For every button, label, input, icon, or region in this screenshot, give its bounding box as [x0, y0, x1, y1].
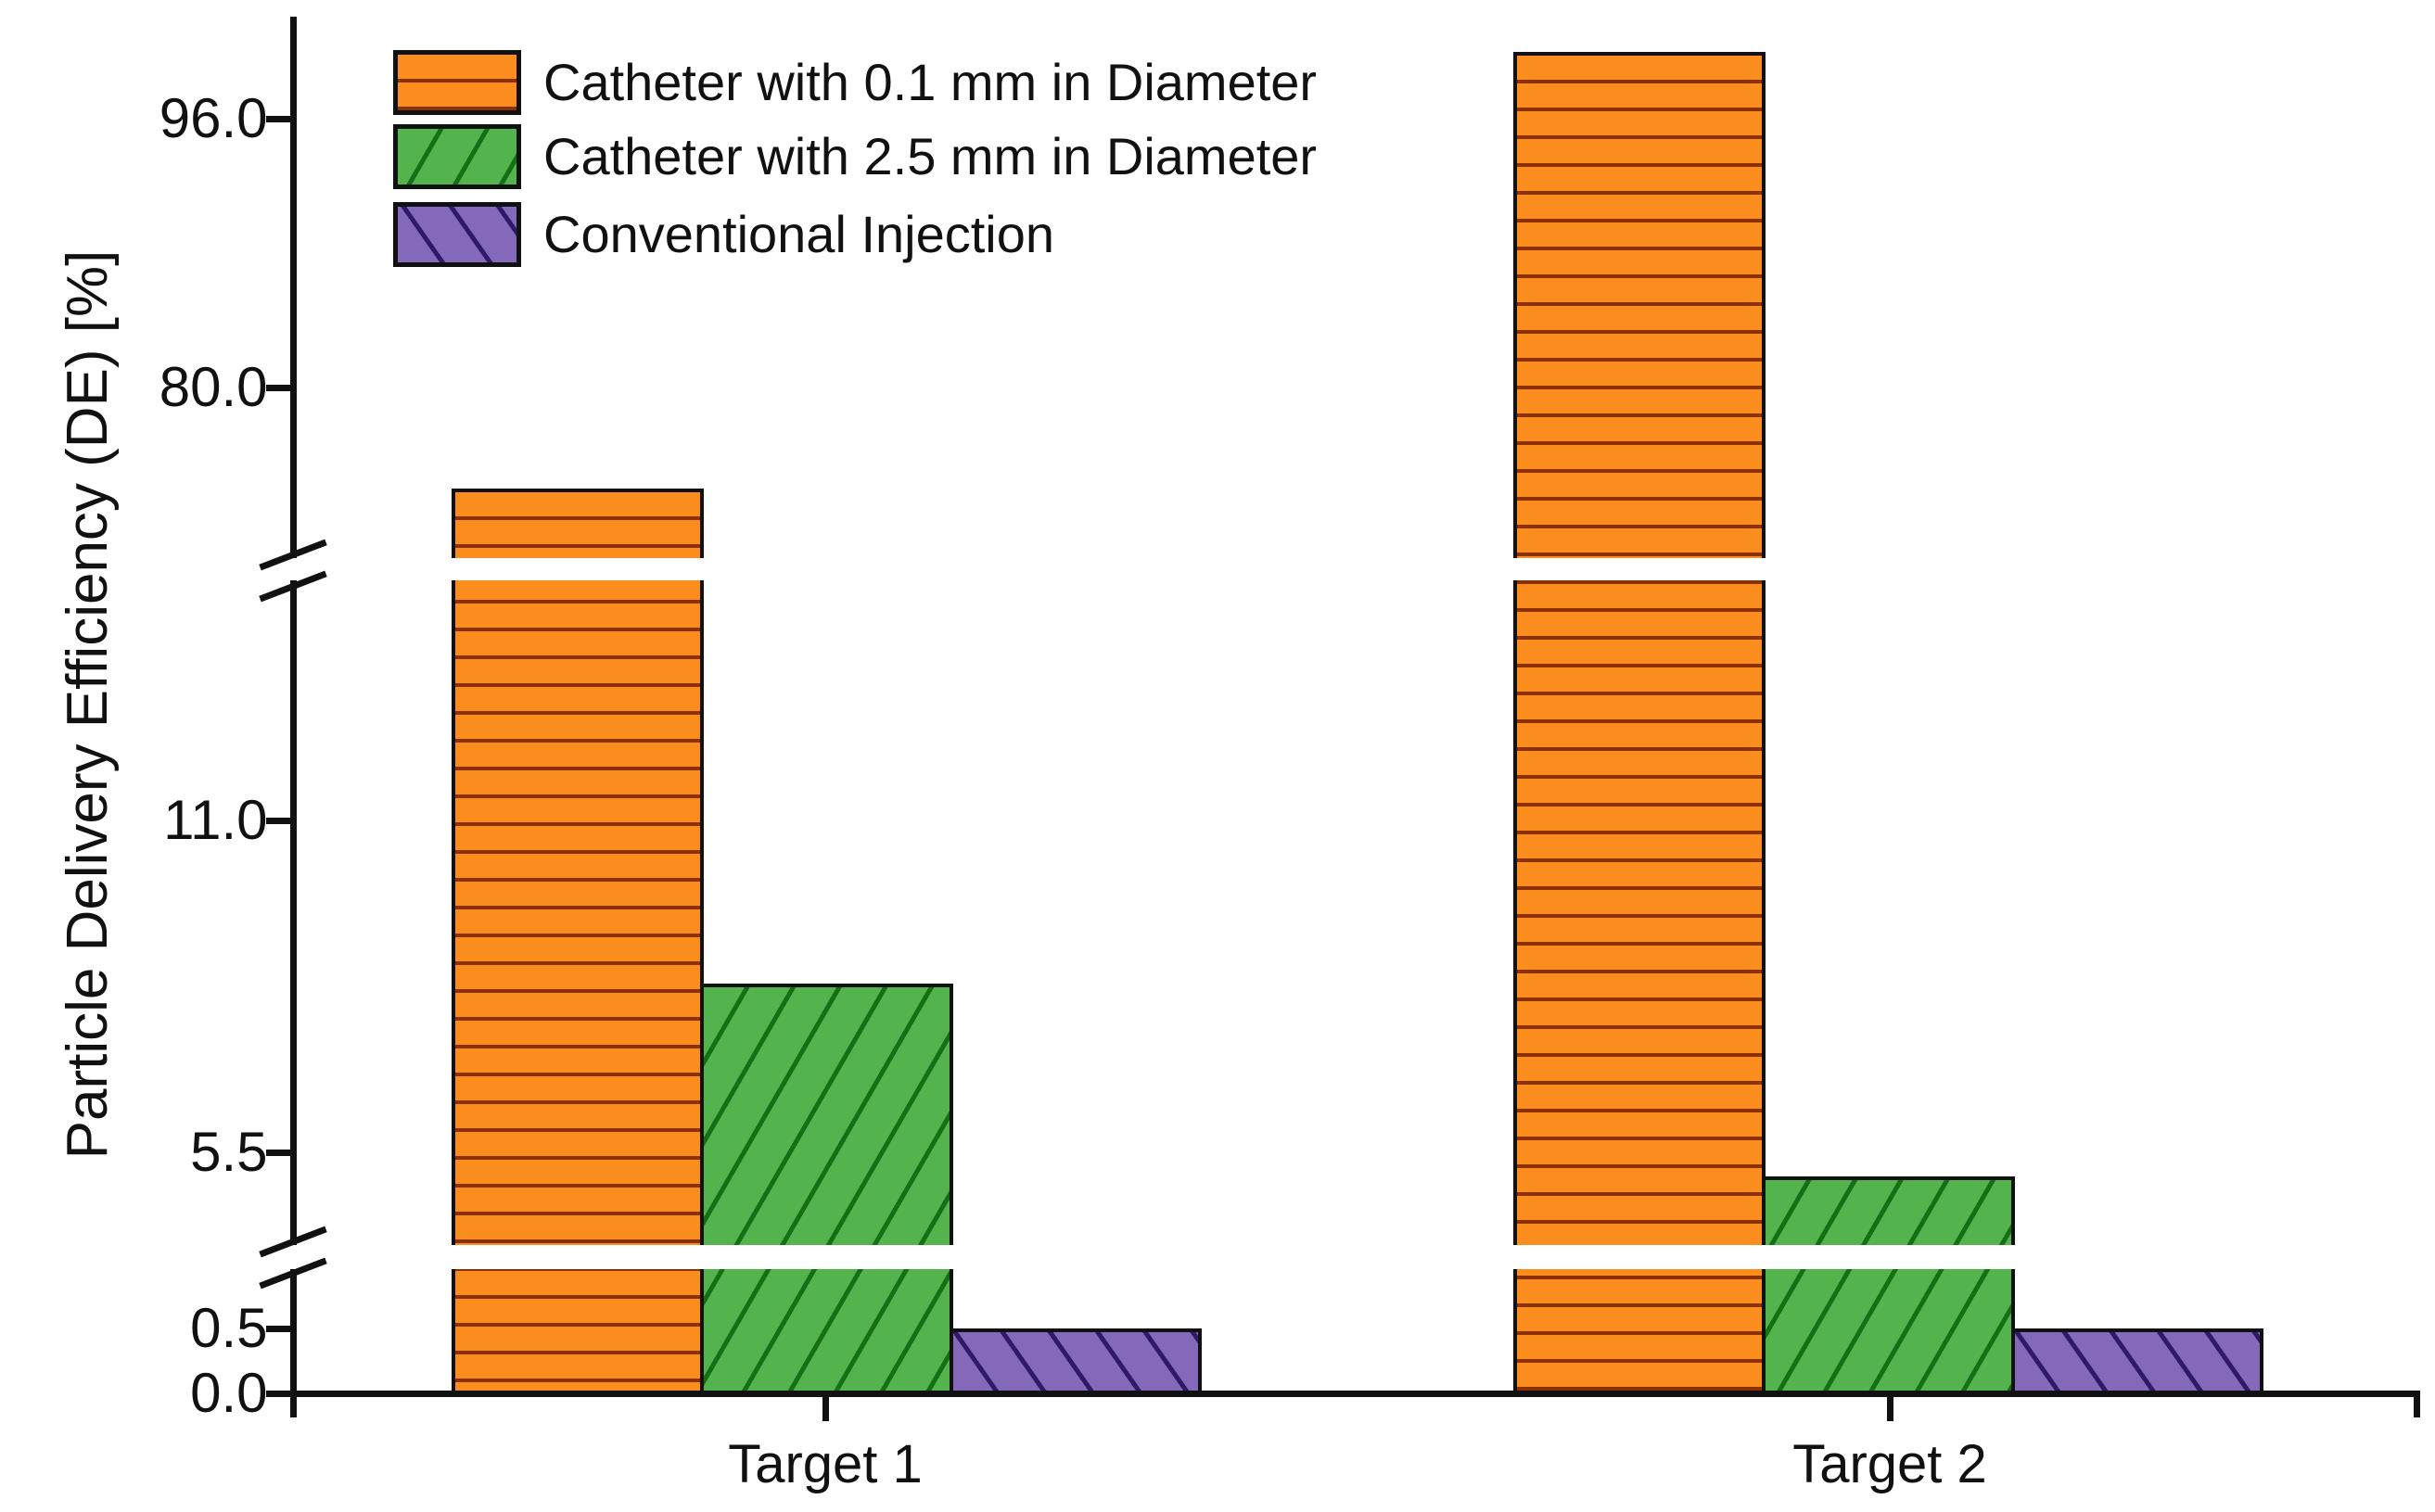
- x-category-label-1: Target 1: [728, 1434, 923, 1494]
- legend-label-3: Conventional Injection: [543, 205, 1055, 263]
- legend-label-2: Catheter with 2.5 mm in Diameter: [543, 127, 1318, 185]
- y-axis-line-segment-3: [289, 1269, 297, 1417]
- y-tick-label-0.0: 0.0: [190, 1362, 268, 1424]
- legend-swatch-3: [393, 202, 521, 267]
- y-tick-label-96.0: 96.0: [159, 87, 268, 149]
- y-axis-line-segment-2: [289, 580, 297, 1245]
- y-tick-96.0: [265, 115, 292, 122]
- y-tick-5.5: [265, 1149, 292, 1156]
- legend-swatch-2: [393, 124, 521, 189]
- y-tick-label-11.0: 11.0: [163, 789, 268, 851]
- legend-item-1: Catheter with 0.1 mm in Diameter: [393, 50, 1450, 115]
- y-tick-0.0: [265, 1390, 292, 1397]
- axis-break-gap-2: [297, 1245, 2420, 1269]
- x-tick-target-2: [1886, 1396, 1893, 1421]
- bar-series3-target1: [949, 1328, 1202, 1397]
- y-tick-0.5: [265, 1325, 292, 1332]
- legend-swatch-1: [393, 50, 521, 115]
- x-tick-target-1: [822, 1396, 829, 1421]
- x-category-label-2: Target 2: [1792, 1434, 1987, 1494]
- x-axis-end-tick: [2414, 1393, 2420, 1417]
- y-tick-label-5.5: 5.5: [190, 1121, 268, 1183]
- axis-break-gap-1: [297, 558, 2420, 580]
- bar-series2-target1: [700, 983, 953, 1397]
- y-tick-label-0.5: 0.5: [190, 1297, 268, 1359]
- legend-item-2: Catheter with 2.5 mm in Diameter: [393, 124, 1450, 189]
- bar-series3-target2: [2010, 1328, 2263, 1397]
- y-tick-11.0: [265, 817, 292, 824]
- x-axis-line: [289, 1390, 2420, 1397]
- y-tick-80.0: [265, 384, 292, 391]
- y-axis-line-segment-1: [289, 17, 297, 558]
- legend-label-1: Catheter with 0.1 mm in Diameter: [543, 53, 1318, 111]
- legend-item-3: Conventional Injection: [393, 202, 1450, 267]
- y-tick-label-80.0: 80.0: [159, 356, 268, 418]
- bar-series1-target2: [1513, 51, 1766, 1397]
- bar-series2-target2: [1762, 1176, 2015, 1397]
